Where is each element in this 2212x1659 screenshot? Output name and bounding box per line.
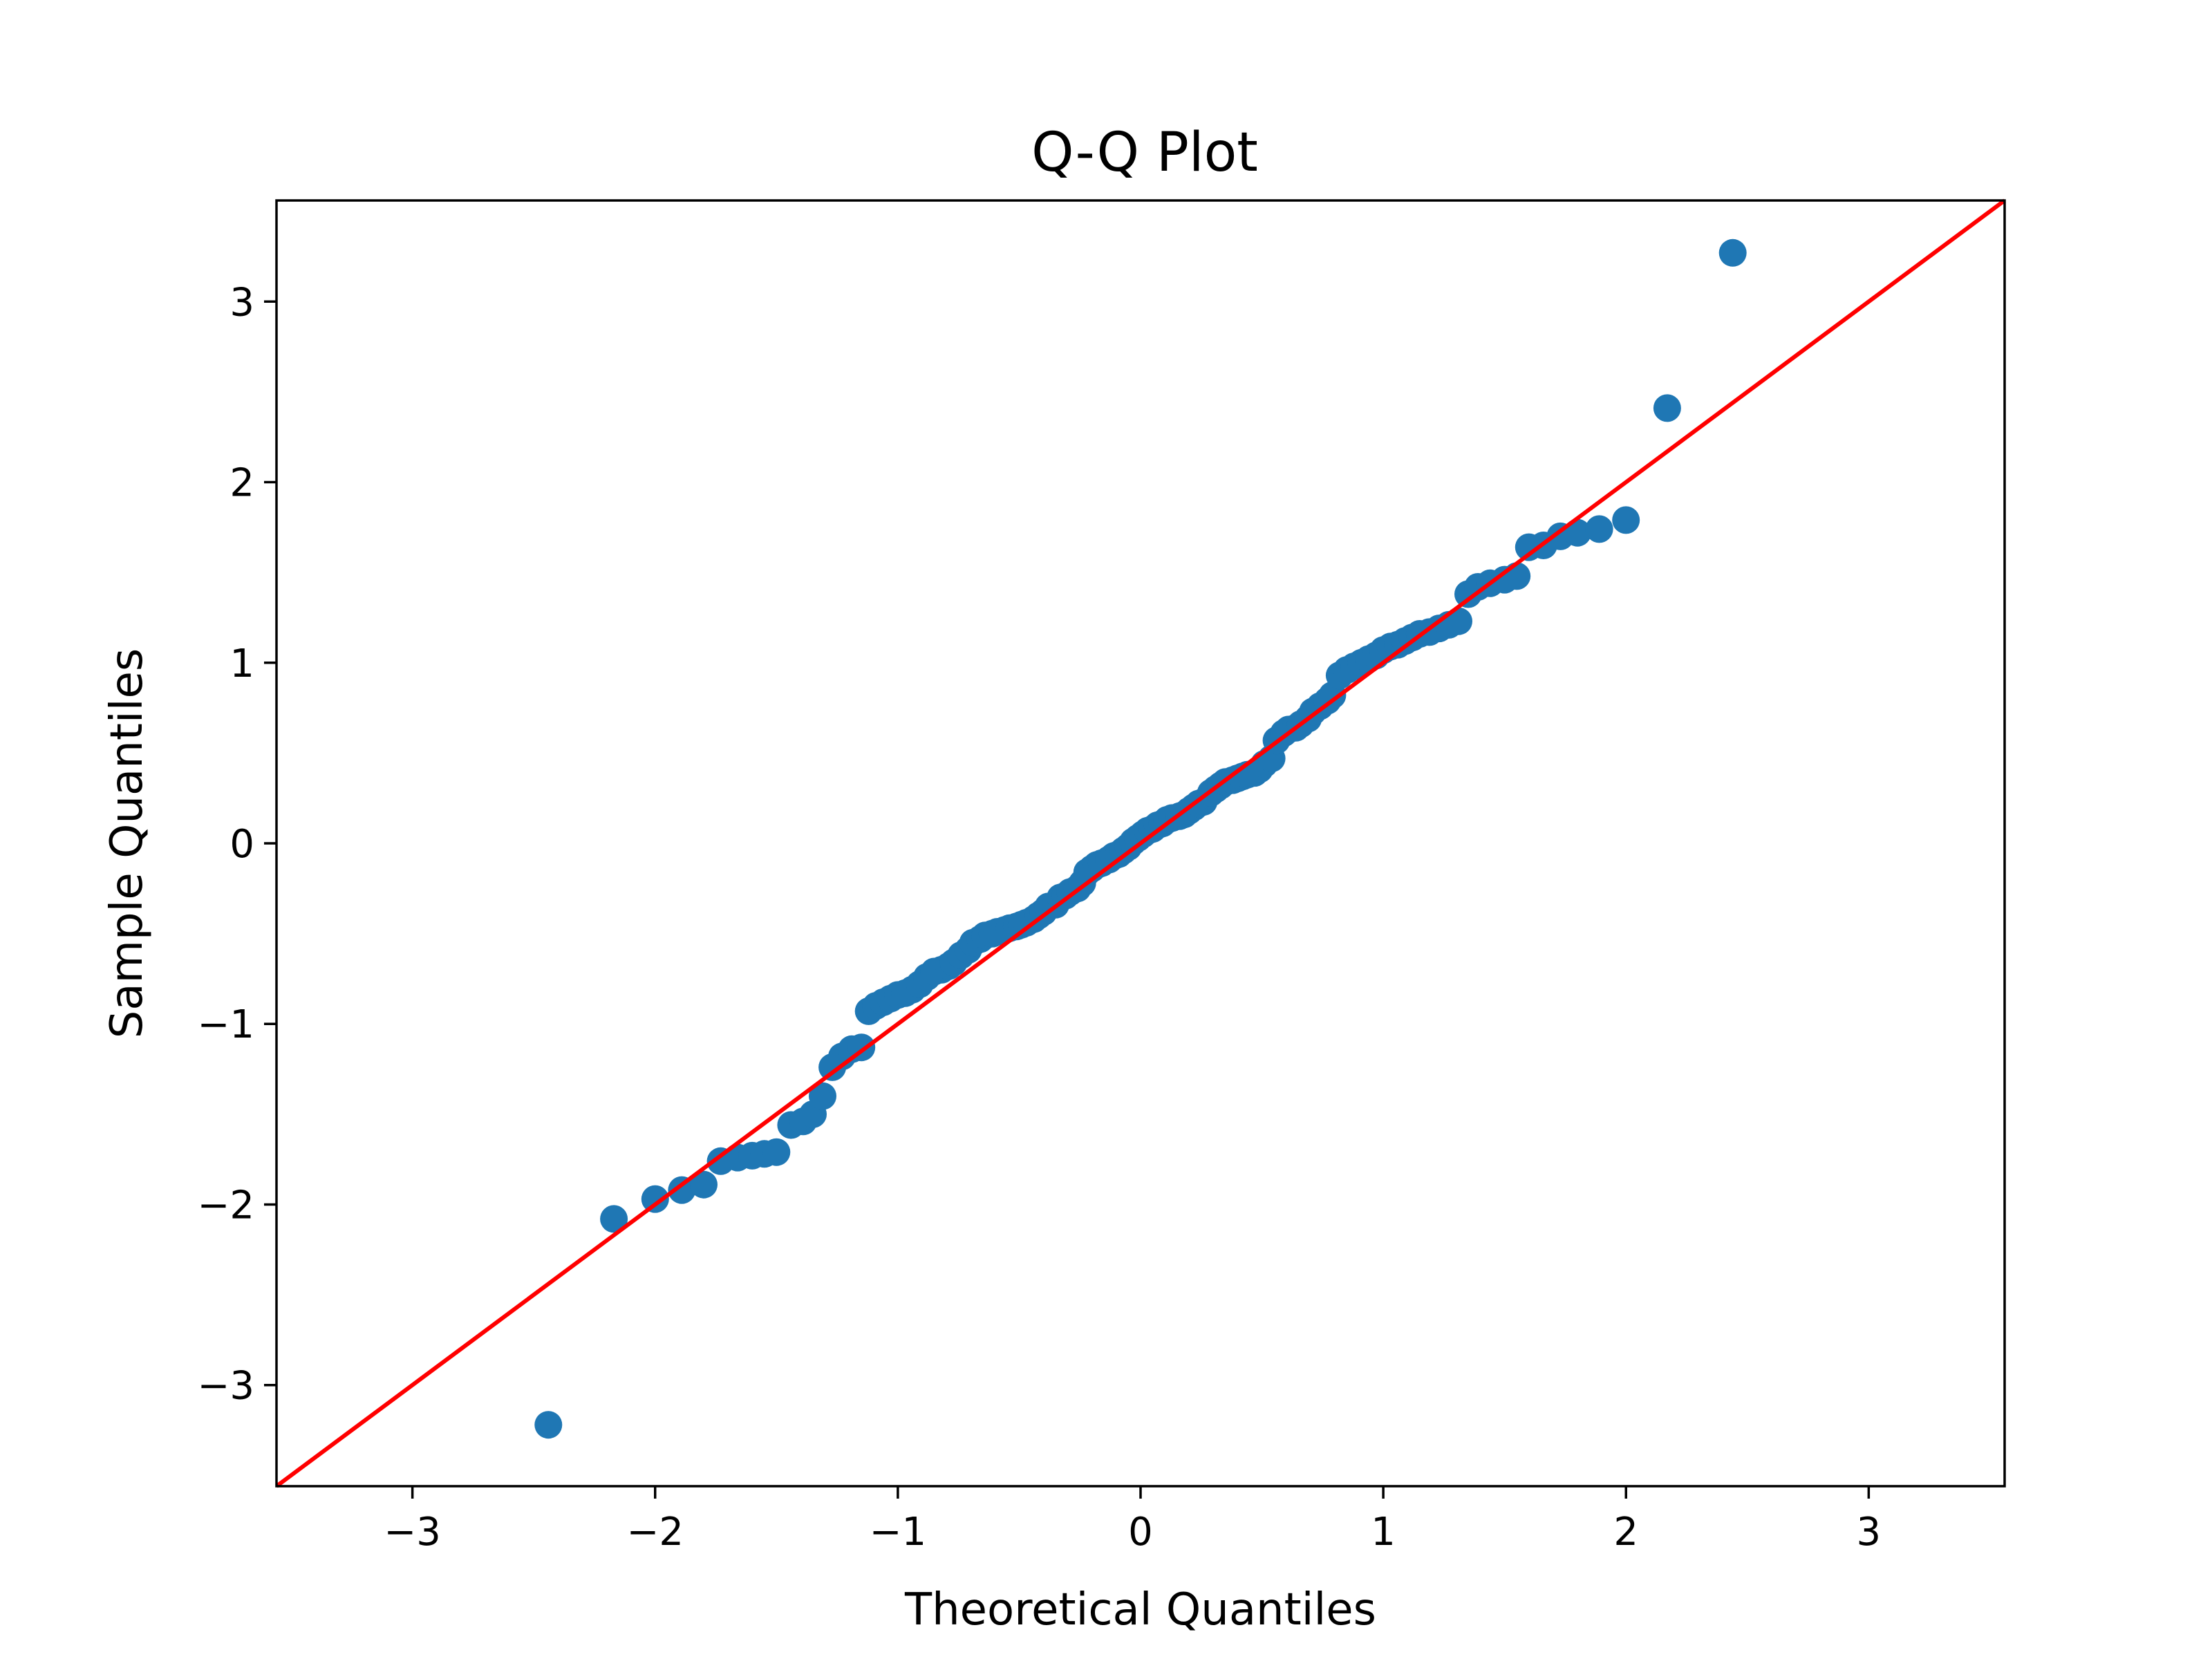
y-tick-label: 0 bbox=[229, 822, 254, 867]
y-tick-label: −1 bbox=[197, 1002, 254, 1047]
x-tick-label: 0 bbox=[1128, 1510, 1153, 1555]
x-tick-label: −2 bbox=[626, 1510, 684, 1555]
qq-point bbox=[809, 1082, 836, 1110]
y-tick-label: 1 bbox=[229, 641, 254, 686]
y-axis-ticks: −3 −2 −1 0 1 2 3 bbox=[197, 280, 276, 1409]
qq-point bbox=[1653, 394, 1681, 422]
x-axis-ticks: −3 −2 −1 0 1 2 3 bbox=[384, 1486, 1881, 1555]
y-tick-label: 2 bbox=[229, 461, 254, 506]
x-tick-label: 3 bbox=[1857, 1510, 1882, 1555]
reference-line bbox=[275, 198, 2006, 1488]
x-axis-label: Theoretical Quantiles bbox=[904, 1584, 1376, 1635]
y-tick-label: −2 bbox=[197, 1183, 254, 1228]
x-tick-label: 1 bbox=[1371, 1510, 1396, 1555]
qq-point bbox=[762, 1138, 791, 1166]
qq-point bbox=[1718, 238, 1747, 267]
reference-line-layer bbox=[275, 198, 2006, 1488]
qq-point bbox=[1585, 515, 1613, 543]
qq-point bbox=[1503, 562, 1531, 590]
x-tick-label: 2 bbox=[1613, 1510, 1638, 1555]
y-tick-label: −3 bbox=[197, 1364, 254, 1409]
qq-point bbox=[641, 1185, 669, 1213]
y-axis-label: Sample Quantiles bbox=[102, 648, 153, 1038]
y-tick-label: 3 bbox=[229, 280, 254, 325]
qq-point bbox=[600, 1205, 628, 1233]
qq-point bbox=[1612, 506, 1640, 534]
x-tick-label: −1 bbox=[870, 1510, 927, 1555]
chart-title: Q-Q Plot bbox=[1031, 122, 1258, 184]
qq-point bbox=[690, 1170, 718, 1199]
x-tick-label: −3 bbox=[384, 1510, 441, 1555]
qq-point bbox=[534, 1411, 563, 1439]
qq-point bbox=[668, 1176, 696, 1204]
scatter-points bbox=[534, 238, 1747, 1439]
